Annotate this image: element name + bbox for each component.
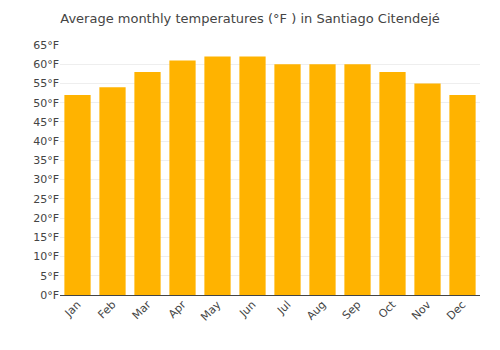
svg-text:Jul: Jul [274, 298, 293, 317]
svg-text:10°F: 10°F [33, 250, 59, 263]
svg-text:30°F: 30°F [33, 173, 59, 186]
svg-text:Dec: Dec [444, 298, 468, 322]
svg-text:55°F: 55°F [33, 77, 59, 90]
svg-text:May: May [198, 298, 224, 324]
svg-text:Sep: Sep [340, 298, 364, 322]
svg-text:Nov: Nov [409, 298, 434, 323]
svg-text:Jun: Jun [236, 298, 258, 320]
svg-text:Jan: Jan [62, 298, 84, 320]
svg-text:Feb: Feb [96, 298, 119, 321]
svg-text:5°F: 5°F [40, 270, 59, 283]
svg-text:50°F: 50°F [33, 97, 59, 110]
svg-text:Aug: Aug [304, 298, 328, 322]
svg-text:40°F: 40°F [33, 135, 59, 148]
svg-text:45°F: 45°F [33, 116, 59, 129]
svg-text:0°F: 0°F [40, 289, 59, 302]
svg-text:35°F: 35°F [33, 154, 59, 167]
svg-text:60°F: 60°F [33, 58, 59, 71]
svg-text:25°F: 25°F [33, 193, 59, 206]
svg-text:Apr: Apr [166, 298, 189, 321]
svg-text:65°F: 65°F [33, 39, 59, 52]
svg-text:20°F: 20°F [33, 212, 59, 225]
svg-text:Average monthly temperatures (: Average monthly temperatures (°F ) in Sa… [60, 11, 440, 26]
svg-text:Mar: Mar [130, 298, 154, 322]
svg-text:15°F: 15°F [33, 231, 59, 244]
svg-text:Oct: Oct [376, 298, 399, 321]
